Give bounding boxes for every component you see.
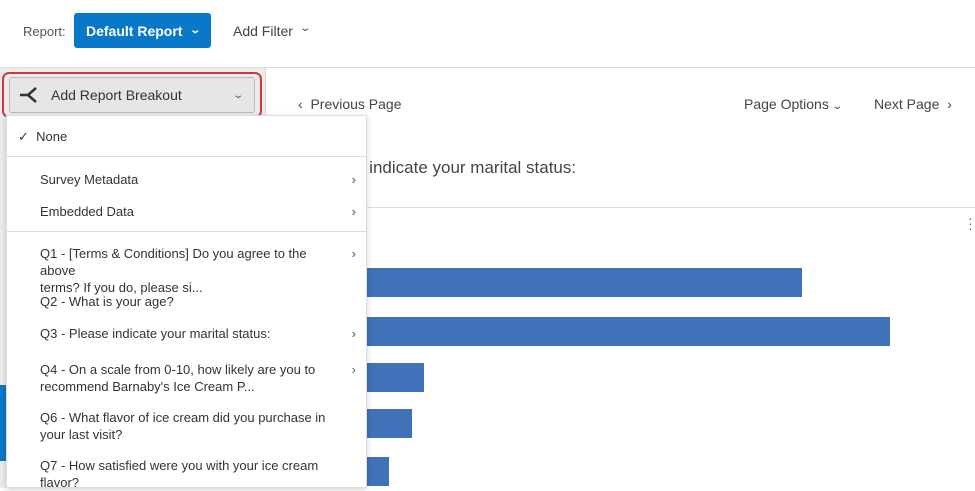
menu-item-question[interactable]: Q1 - [Terms & Conditions] Do you agree t…: [7, 245, 366, 296]
chevron-left-icon: ‹: [298, 96, 303, 112]
menu-item-label: Q7 - How satisfied were you with your ic…: [40, 458, 319, 473]
add-report-breakout-button[interactable]: Add Report Breakout ⌄: [9, 77, 255, 113]
menu-item-label: Q3 - Please indicate your marital status…: [40, 326, 271, 341]
chevron-down-icon: ⌄: [231, 89, 244, 101]
breakout-highlight: Add Report Breakout ⌄: [2, 72, 262, 118]
chevron-right-icon: ›: [351, 204, 356, 219]
divider: [7, 231, 366, 232]
menu-item-question[interactable]: Q4 - On a scale from 0-10, how likely ar…: [7, 361, 366, 395]
top-bar: Report: Default Report ⌄ Add Filter ⌄: [0, 0, 975, 68]
menu-item-label: Q2 - What is your age?: [40, 294, 174, 309]
chevron-right-icon: ›: [351, 172, 356, 187]
more-options-icon[interactable]: · · ·: [968, 210, 973, 236]
selected-indicator: [0, 385, 6, 461]
add-filter-button[interactable]: Add Filter ⌄: [233, 23, 311, 39]
menu-item-survey-metadata[interactable]: Survey Metadata ›: [7, 171, 366, 188]
menu-item-label: None: [36, 129, 68, 144]
chevron-right-icon: ›: [351, 246, 356, 261]
menu-item-none[interactable]: ✓ None: [7, 128, 366, 145]
menu-item-question[interactable]: Q2 - What is your age?: [7, 293, 366, 310]
chevron-down-icon: ⌄: [299, 23, 311, 34]
menu-item-question[interactable]: Q7 - How satisfied were you with your ic…: [7, 457, 366, 491]
report-label: Report:: [23, 24, 66, 39]
chevron-down-icon: ⌄: [831, 101, 843, 112]
report-value: Default Report: [86, 22, 183, 39]
page-options-label: Page Options: [744, 96, 829, 112]
menu-item-question[interactable]: Q6 - What flavor of ice cream did you pu…: [7, 409, 366, 443]
menu-item-label: Survey Metadata: [40, 172, 139, 187]
chevron-right-icon: ›: [947, 96, 952, 112]
next-page-button[interactable]: Next Page ›: [874, 96, 952, 112]
checkmark-icon: ✓: [18, 129, 29, 144]
previous-page-button[interactable]: ‹ Previous Page: [298, 96, 402, 112]
breakout-icon: [20, 87, 37, 103]
menu-item-label: Q6 - What flavor of ice cream did you pu…: [40, 410, 326, 425]
menu-item-label-line2: your last visit?: [40, 427, 123, 442]
question-title: e indicate your marital status:: [355, 158, 577, 177]
breakout-menu: ✓ None Survey Metadata › Embedded Data › Q…: [6, 115, 367, 491]
chart-area: [266, 207, 975, 488]
add-filter-label: Add Filter: [233, 23, 293, 39]
menu-item-label-line2: recommend Barnaby's Ice Cream P...: [40, 379, 255, 394]
breakout-label: Add Report Breakout: [51, 87, 182, 103]
menu-item-label: Q4 - On a scale from 0-10, how likely ar…: [40, 362, 316, 377]
menu-item-embedded-data[interactable]: Embedded Data ›: [7, 203, 366, 220]
chevron-down-icon: ⌄: [189, 25, 202, 36]
chart-bar: [300, 317, 890, 346]
chart-bar: [300, 268, 802, 297]
menu-item-label: Q1 - [Terms & Conditions] Do you agree t…: [40, 246, 307, 278]
chevron-right-icon: ›: [351, 362, 356, 377]
menu-item-label: Embedded Data: [40, 204, 134, 219]
next-page-label: Next Page: [874, 96, 940, 112]
chevron-right-icon: ›: [351, 326, 356, 341]
divider: [7, 156, 366, 157]
menu-item-label-line2: terms? If you do, please si...: [40, 280, 203, 295]
previous-page-label: Previous Page: [310, 96, 402, 112]
menu-item-question[interactable]: Q3 - Please indicate your marital status…: [7, 325, 366, 342]
report-dropdown[interactable]: Default Report ⌄: [74, 13, 211, 48]
menu-item-label-line2: flavor?: [40, 475, 80, 490]
page-options-button[interactable]: Page Options ⌄: [744, 96, 843, 112]
